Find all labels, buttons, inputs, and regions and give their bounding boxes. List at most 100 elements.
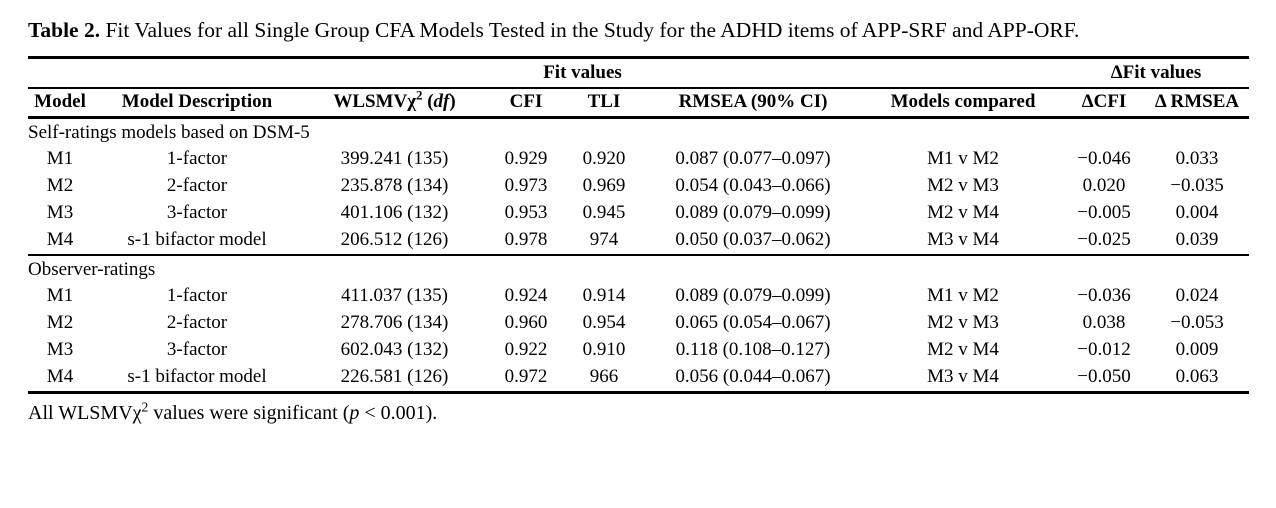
table-footnote: All WLSMVχ2 values were significant (p <… <box>28 400 1249 425</box>
section-header-label: Self-ratings models based on DSM-5 <box>28 122 310 143</box>
cell-model: M2 <box>46 175 74 196</box>
cell-tli: 0.910 <box>582 339 626 360</box>
cell-compared: M2 v M4 <box>927 339 999 360</box>
table-row: M2 2-factor 278.706 (134) 0.960 0.954 0.… <box>28 310 1249 337</box>
chi-df: df <box>433 91 450 112</box>
cell-chi: 226.581 (126) <box>340 366 449 387</box>
cell-tli: 0.945 <box>582 202 626 223</box>
cell-chi: 235.878 (134) <box>340 175 449 196</box>
table-row: M4 s-1 bifactor model 206.512 (126) 0.97… <box>28 227 1249 255</box>
chi-paren-open: ( <box>422 91 434 112</box>
column-header-row: Model Model Description WLSMVχ2 (df) CFI… <box>28 87 1250 119</box>
cell-cfi: 0.929 <box>504 148 548 169</box>
cell-description: 3-factor <box>166 339 228 360</box>
cell-dcfi: 0.038 <box>1082 312 1126 333</box>
spanner-delta-fit-values: ΔFit values <box>1063 57 1250 89</box>
cell-dcfi: −0.025 <box>1077 229 1131 250</box>
col-header-model: Model <box>28 88 92 119</box>
cell-drmsea: 0.063 <box>1175 366 1219 387</box>
cell-model: M1 <box>46 148 74 169</box>
cell-compared: M2 v M3 <box>927 312 999 333</box>
cell-cfi: 0.922 <box>504 339 548 360</box>
footnote-pre: All WLSMVχ <box>28 402 142 424</box>
cell-compared: M3 v M4 <box>927 229 999 250</box>
table-row: M1 1-factor 411.037 (135) 0.924 0.914 0.… <box>28 283 1249 310</box>
col-header-tli: TLI <box>565 88 643 119</box>
cell-dcfi: −0.005 <box>1077 202 1131 223</box>
chi-paren-close: ) <box>449 91 456 112</box>
spanner-row: Fit values ΔFit values <box>28 57 1250 89</box>
spanner-blank-mid <box>863 57 1064 89</box>
cell-cfi: 0.972 <box>504 366 548 387</box>
cell-cfi: 0.978 <box>504 229 548 250</box>
cell-drmsea: 0.033 <box>1175 148 1219 169</box>
section-header-observer-ratings: Observer-ratings <box>28 254 1250 283</box>
cell-drmsea: 0.004 <box>1175 202 1219 223</box>
section-header-label: Observer-ratings <box>28 254 1250 283</box>
cell-description: 2-factor <box>166 175 228 196</box>
cell-dcfi: −0.046 <box>1077 148 1131 169</box>
table-row: M3 3-factor 401.106 (132) 0.953 0.945 0.… <box>28 200 1249 227</box>
col-header-models-compared: Models compared <box>863 88 1064 119</box>
col-header-description: Model Description <box>92 88 302 119</box>
cell-chi: 401.106 (132) <box>340 202 449 223</box>
table-caption-label: Table 2. <box>28 18 101 42</box>
footnote-post: < 0.001). <box>359 402 438 424</box>
cell-cfi: 0.953 <box>504 202 548 223</box>
cell-rmsea: 0.089 (0.079–0.099) <box>675 285 831 306</box>
table-caption: Table 2. Fit Values for all Single Group… <box>28 13 1249 47</box>
footnote-mid: values were significant ( <box>148 402 350 424</box>
cell-dcfi: −0.050 <box>1077 366 1131 387</box>
cell-chi: 411.037 (135) <box>341 285 448 306</box>
cell-cfi: 0.924 <box>504 285 548 306</box>
cell-drmsea: 0.039 <box>1175 229 1219 250</box>
cell-rmsea: 0.054 (0.043–0.066) <box>675 175 831 196</box>
table-caption-text: Fit Values for all Single Group CFA Mode… <box>100 18 1080 42</box>
cell-drmsea: −0.053 <box>1170 312 1224 333</box>
cell-description: 3-factor <box>166 202 228 223</box>
cell-tli: 974 <box>589 229 619 250</box>
cell-model: M1 <box>46 285 74 306</box>
cell-cfi: 0.960 <box>504 312 548 333</box>
col-header-chi: WLSMVχ2 (df) <box>302 87 487 119</box>
spanner-blank-left <box>28 57 302 89</box>
cell-description: s-1 bifactor model <box>127 229 267 250</box>
cell-cfi: 0.973 <box>504 175 548 196</box>
cell-rmsea: 0.087 (0.077–0.097) <box>675 148 831 169</box>
cell-description: 1-factor <box>166 285 228 306</box>
cell-compared: M3 v M4 <box>927 366 999 387</box>
cell-tli: 0.914 <box>582 285 626 306</box>
chi-base: WLSMVχ <box>333 91 416 112</box>
section-header-self-ratings: Self-ratings models based on DSM-5 <box>28 118 1249 147</box>
chi-superscript: 2 <box>415 87 423 103</box>
fit-values-table: Fit values ΔFit values Model Model Descr… <box>28 56 1250 394</box>
cell-tli: 966 <box>589 366 619 387</box>
spanner-fit-values: Fit values <box>302 57 864 89</box>
cell-compared: M1 v M2 <box>927 148 999 169</box>
cell-drmsea: 0.009 <box>1175 339 1219 360</box>
cell-tli: 0.920 <box>582 148 626 169</box>
cell-rmsea: 0.089 (0.079–0.099) <box>675 202 831 223</box>
cell-model: M3 <box>46 339 74 360</box>
cell-rmsea: 0.118 (0.108–0.127) <box>675 339 831 360</box>
cell-compared: M2 v M4 <box>927 202 999 223</box>
cell-drmsea: −0.035 <box>1170 175 1224 196</box>
col-header-delta-cfi: ΔCFI <box>1063 88 1146 119</box>
cell-compared: M1 v M2 <box>927 285 999 306</box>
cell-description: s-1 bifactor model <box>127 366 267 387</box>
cell-dcfi: −0.036 <box>1077 285 1131 306</box>
footnote-p-symbol: p <box>349 402 360 424</box>
cell-drmsea: 0.024 <box>1175 285 1219 306</box>
cell-description: 2-factor <box>166 312 228 333</box>
cell-chi: 602.043 (132) <box>340 339 449 360</box>
table-row: M4 s-1 bifactor model 226.581 (126) 0.97… <box>28 364 1249 393</box>
cell-chi: 206.512 (126) <box>340 229 449 250</box>
cell-rmsea: 0.050 (0.037–0.062) <box>675 229 831 250</box>
cell-model: M4 <box>46 366 74 387</box>
col-header-cfi: CFI <box>487 88 565 119</box>
cell-dcfi: 0.020 <box>1082 175 1126 196</box>
col-header-delta-rmsea: Δ RMSEA <box>1145 88 1250 119</box>
cell-model: M3 <box>46 202 74 223</box>
cell-chi: 399.241 (135) <box>340 148 449 169</box>
